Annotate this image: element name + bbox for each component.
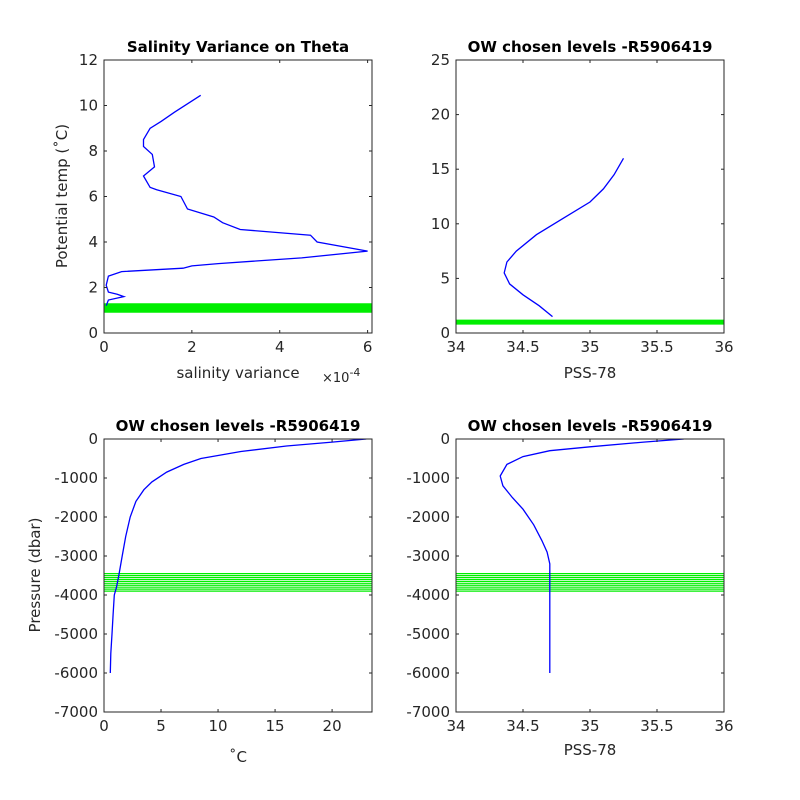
- x-tick-label: 0: [99, 338, 109, 356]
- plot-area: [456, 60, 724, 333]
- x-tick-label: 35.5: [640, 338, 673, 356]
- x-tick-label: 36: [714, 338, 733, 356]
- x-tick-label: 6: [363, 338, 373, 356]
- x-tick-label: 34.5: [506, 338, 539, 356]
- y-tick-label: -2000: [406, 508, 450, 526]
- panel-salinity-pressure: OW chosen levels -R5906419 PSS-78 34 34.5…: [406, 417, 733, 759]
- x-tick-label: 15: [266, 717, 285, 735]
- panel-salinity-variance: Salinity Variance on Theta salinity vari…: [53, 38, 373, 386]
- profile-line: [109, 439, 367, 674]
- y-tick-label: 5: [440, 269, 450, 287]
- x-axis-label: PSS-78: [564, 741, 617, 759]
- x-axis-label: salinity variance: [176, 364, 299, 382]
- y-tick-label: -4000: [54, 586, 98, 604]
- x-axis-label: PSS-78: [564, 364, 617, 382]
- y-tick-label: -3000: [406, 547, 450, 565]
- profile-line: [105, 94, 368, 306]
- x-tick-label: 36: [714, 717, 733, 735]
- x-tick-label: 10: [208, 717, 227, 735]
- x-tick-label: 20: [323, 717, 342, 735]
- x-tick-label: 0: [99, 717, 109, 735]
- x-tick-label: 34.5: [506, 717, 539, 735]
- y-tick-label: -7000: [54, 703, 98, 721]
- y-tick-label: -6000: [406, 664, 450, 682]
- y-tick-label: 0: [440, 430, 450, 448]
- axes-box: [103, 438, 373, 713]
- y-tick-label: -5000: [54, 625, 98, 643]
- y-tick-label: 12: [79, 51, 98, 69]
- y-tick-label: 0: [88, 324, 98, 342]
- chart-title: OW chosen levels -R5906419: [468, 38, 713, 56]
- y-tick-label: -3000: [54, 547, 98, 565]
- chart-title: Salinity Variance on Theta: [127, 38, 349, 56]
- x-tick-label: 4: [275, 338, 285, 356]
- x-axis-label: ˚C: [229, 748, 247, 766]
- panel-temperature-pressure: OW chosen levels -R5906419 ˚C Pressure (…: [26, 417, 373, 766]
- plot-content: [456, 439, 724, 673]
- y-tick-label: 10: [79, 97, 98, 115]
- y-axis-label: Potential temp (˚C): [53, 124, 71, 268]
- x-tick-label: 35: [580, 717, 599, 735]
- y-tick-label: -2000: [54, 508, 98, 526]
- x-tick-label: 35.5: [640, 717, 673, 735]
- profile-line: [499, 439, 684, 673]
- y-tick-label: -1000: [54, 469, 98, 487]
- chart-title: OW chosen levels -R5906419: [468, 417, 713, 435]
- x-tick-label: 34: [446, 717, 465, 735]
- y-tick-label: 15: [431, 160, 450, 178]
- plot-content: [104, 439, 372, 674]
- y-axis-label: Pressure (dbar): [26, 518, 44, 633]
- y-tick-label: -6000: [54, 664, 98, 682]
- y-tick-label: -7000: [406, 703, 450, 721]
- y-tick-label: -5000: [406, 625, 450, 643]
- plot-content: [104, 94, 372, 313]
- panel-salinity-theta: OW chosen levels -R5906419 PSS-78 34 34.5…: [431, 38, 734, 382]
- plot-content: [456, 157, 724, 325]
- y-tick-label: -1000: [406, 469, 450, 487]
- y-tick-label: 6: [88, 188, 98, 206]
- y-tick-label: 0: [440, 324, 450, 342]
- y-tick-label: 4: [88, 233, 98, 251]
- y-tick-label: 2: [88, 279, 98, 297]
- x-tick-label: 5: [156, 717, 166, 735]
- y-tick-label: 25: [431, 51, 450, 69]
- x-tick-label: 34: [446, 338, 465, 356]
- y-tick-label: -4000: [406, 586, 450, 604]
- chart-title: OW chosen levels -R5906419: [116, 417, 361, 435]
- y-tick-label: 20: [431, 106, 450, 124]
- y-tick-label: 0: [88, 430, 98, 448]
- y-tick-label: 8: [88, 142, 98, 160]
- x-tick-label: 2: [187, 338, 197, 356]
- x-tick-label: 35: [580, 338, 599, 356]
- profile-line: [503, 157, 625, 318]
- plot-area: [104, 60, 372, 333]
- x-axis-exponent: ×10-4: [322, 366, 360, 386]
- y-tick-label: 10: [431, 215, 450, 233]
